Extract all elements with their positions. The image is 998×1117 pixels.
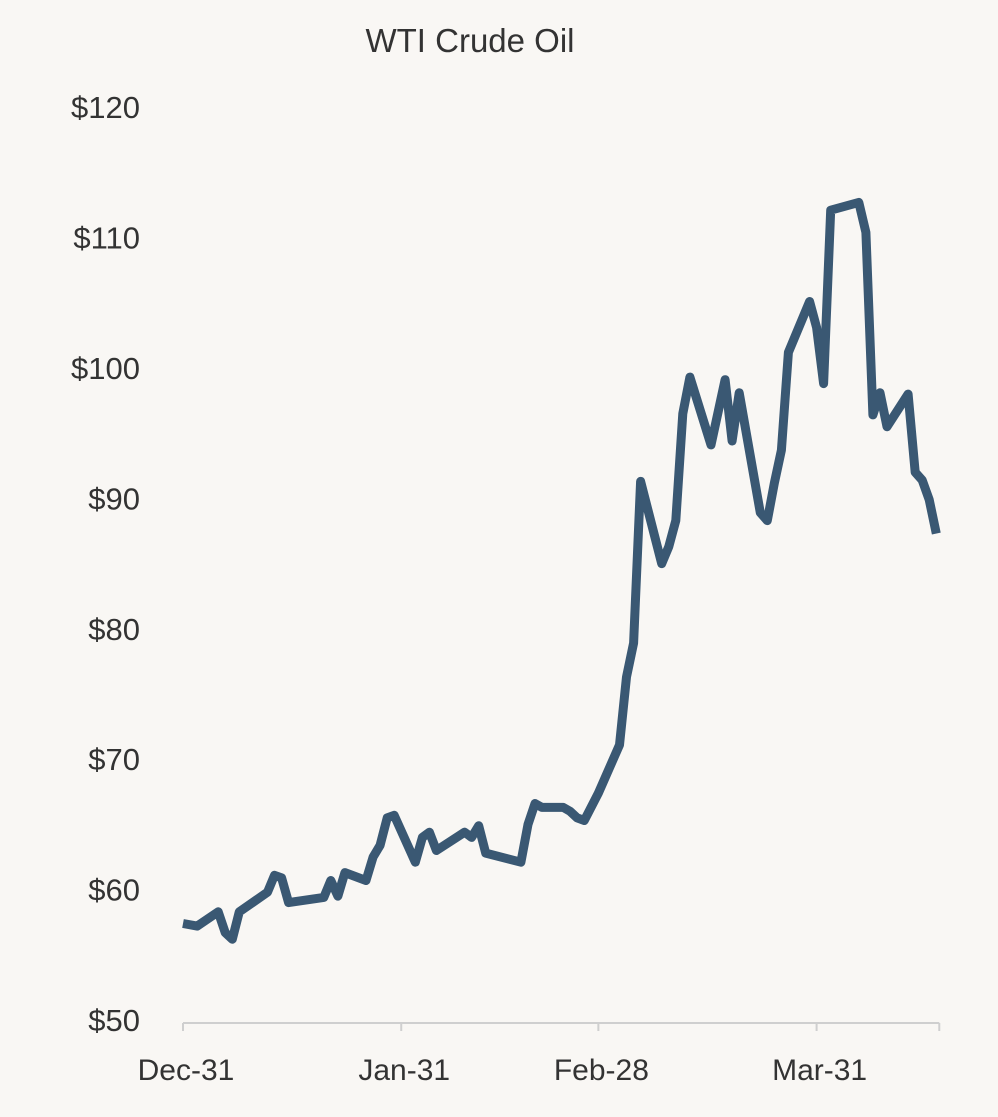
x-axis: Dec-31 Jan-31 Feb-28 Mar-31 bbox=[138, 1022, 941, 1087]
y-tick-label: $90 bbox=[88, 481, 140, 516]
y-tick-label: $50 bbox=[88, 1003, 140, 1038]
price-line bbox=[182, 197, 941, 944]
x-tick-label: Jan-31 bbox=[358, 1054, 450, 1087]
y-tick-label: $100 bbox=[71, 351, 140, 386]
y-tick-label: $110 bbox=[73, 221, 140, 256]
x-tick-label: Mar-31 bbox=[772, 1054, 867, 1087]
y-tick-label: $80 bbox=[88, 612, 140, 647]
chart-title: WTI Crude Oil bbox=[365, 22, 574, 59]
y-axis: $50 $60 $70 $80 $90 $100 $110 $120 bbox=[71, 90, 140, 1038]
y-tick-label: $120 bbox=[71, 90, 140, 125]
y-tick-label: $70 bbox=[88, 742, 140, 777]
series-layer bbox=[182, 197, 941, 944]
x-tick-label: Feb-28 bbox=[554, 1054, 649, 1087]
x-tick-label: Dec-31 bbox=[138, 1054, 235, 1087]
y-tick-label: $60 bbox=[88, 873, 140, 908]
